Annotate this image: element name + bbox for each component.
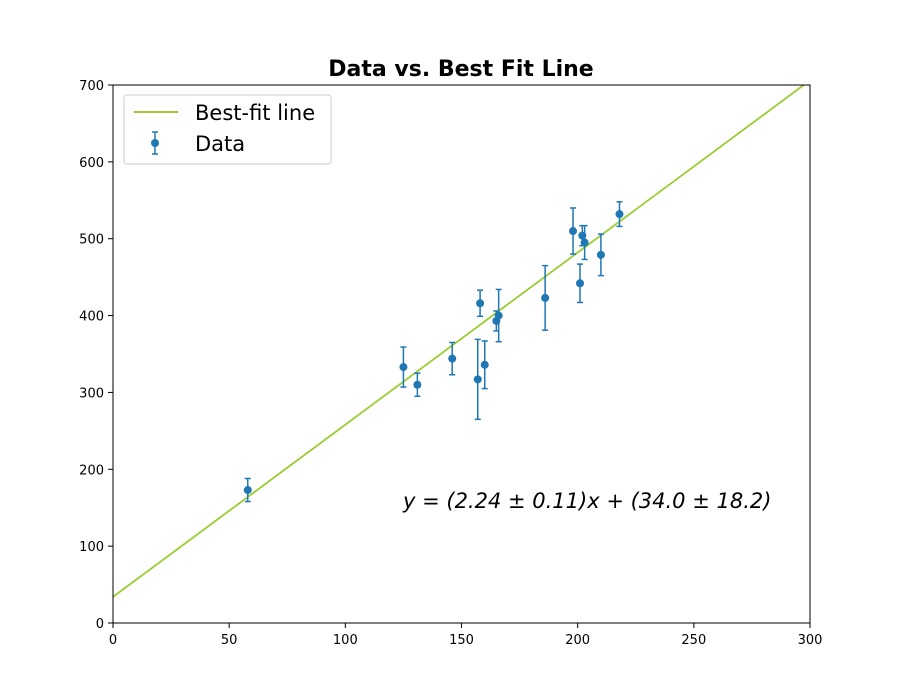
data-marker [243, 486, 252, 495]
data-point [473, 338, 482, 421]
data-point [541, 264, 550, 331]
data-marker [596, 250, 605, 259]
fit-equation-annotation: y = (2.24 ± 0.11)x + (34.0 ± 18.2) [402, 489, 771, 513]
y-tick-label: 0 [96, 617, 104, 632]
data-marker [541, 293, 550, 302]
data-marker [476, 299, 485, 308]
plot-frame [112, 84, 811, 624]
data-point [476, 289, 485, 318]
data-point [243, 477, 252, 503]
data-point [480, 340, 489, 390]
x-tick-label: 100 [333, 633, 358, 648]
data-marker [615, 210, 624, 219]
data-marker [575, 279, 584, 288]
x-tick-label: 250 [681, 633, 706, 648]
data-marker [473, 375, 482, 384]
data-point [448, 341, 457, 376]
data-point [575, 263, 584, 304]
x-tick-label: 150 [449, 633, 474, 648]
x-tick-label: 200 [565, 633, 590, 648]
data-marker [399, 363, 408, 372]
data-marker [580, 238, 589, 247]
legend-swatch-data [151, 131, 159, 155]
data-point [399, 346, 408, 388]
x-tick-label: 0 [109, 633, 117, 648]
legend: Best-fit line Data [123, 94, 332, 165]
data-point [413, 372, 422, 398]
chart-title: Data vs. Best Fit Line [328, 57, 593, 82]
y-tick-label: 100 [79, 540, 104, 555]
data-layer [243, 201, 624, 503]
y-tick-label: 300 [79, 386, 104, 401]
legend-label-best-fit-line: Best-fit line [195, 101, 315, 125]
data-marker [569, 227, 578, 236]
y-axis: 0 100 200 300 400 500 600 700 [79, 79, 113, 632]
x-axis: 0 50 100 150 200 250 300 [109, 623, 823, 648]
y-tick-label: 400 [79, 310, 104, 325]
data-marker [448, 354, 457, 363]
data-point [596, 233, 605, 277]
y-tick-label: 700 [79, 79, 104, 94]
y-tick-label: 500 [79, 233, 104, 248]
fit-layer [113, 85, 806, 598]
y-tick-label: 200 [79, 463, 104, 478]
data-marker [413, 380, 422, 389]
x-tick-label: 300 [798, 633, 823, 648]
data-point [615, 201, 624, 228]
x-tick-label: 50 [221, 633, 238, 648]
data-marker [494, 311, 503, 320]
y-tick-label: 600 [79, 156, 104, 171]
data-marker [480, 360, 489, 369]
data-point [569, 207, 578, 255]
legend-data-marker [151, 139, 159, 147]
best-fit-line [113, 85, 806, 598]
legend-label-data: Data [195, 132, 245, 156]
data-point [580, 224, 589, 261]
data-point [494, 288, 503, 343]
